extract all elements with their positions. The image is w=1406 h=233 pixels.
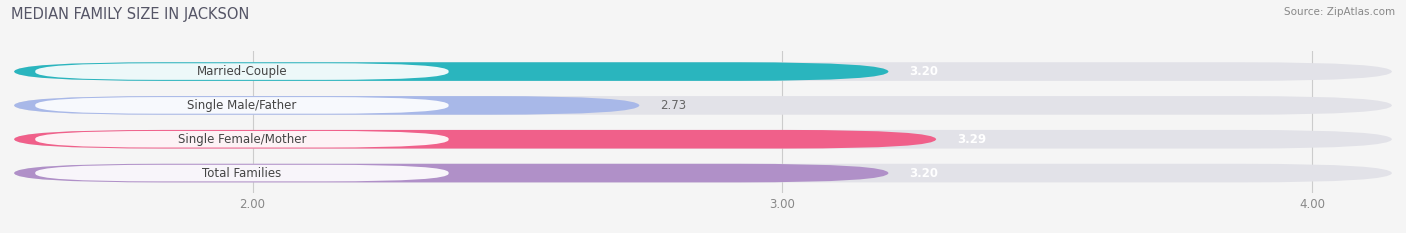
FancyBboxPatch shape xyxy=(14,62,1392,81)
FancyBboxPatch shape xyxy=(14,96,1392,115)
Text: 3.20: 3.20 xyxy=(910,167,939,180)
Text: Source: ZipAtlas.com: Source: ZipAtlas.com xyxy=(1284,7,1395,17)
Text: 3.20: 3.20 xyxy=(910,65,939,78)
Text: 2.73: 2.73 xyxy=(661,99,686,112)
Text: Married-Couple: Married-Couple xyxy=(197,65,287,78)
Text: 3.29: 3.29 xyxy=(957,133,987,146)
Text: Single Female/Mother: Single Female/Mother xyxy=(177,133,307,146)
Text: Total Families: Total Families xyxy=(202,167,281,180)
FancyBboxPatch shape xyxy=(14,164,1392,182)
FancyBboxPatch shape xyxy=(14,96,640,115)
FancyBboxPatch shape xyxy=(14,62,889,81)
FancyBboxPatch shape xyxy=(35,165,449,181)
FancyBboxPatch shape xyxy=(35,63,449,80)
FancyBboxPatch shape xyxy=(14,130,936,149)
Text: Single Male/Father: Single Male/Father xyxy=(187,99,297,112)
FancyBboxPatch shape xyxy=(14,164,889,182)
FancyBboxPatch shape xyxy=(14,130,1392,149)
FancyBboxPatch shape xyxy=(35,97,449,114)
Text: MEDIAN FAMILY SIZE IN JACKSON: MEDIAN FAMILY SIZE IN JACKSON xyxy=(11,7,250,22)
FancyBboxPatch shape xyxy=(35,131,449,147)
